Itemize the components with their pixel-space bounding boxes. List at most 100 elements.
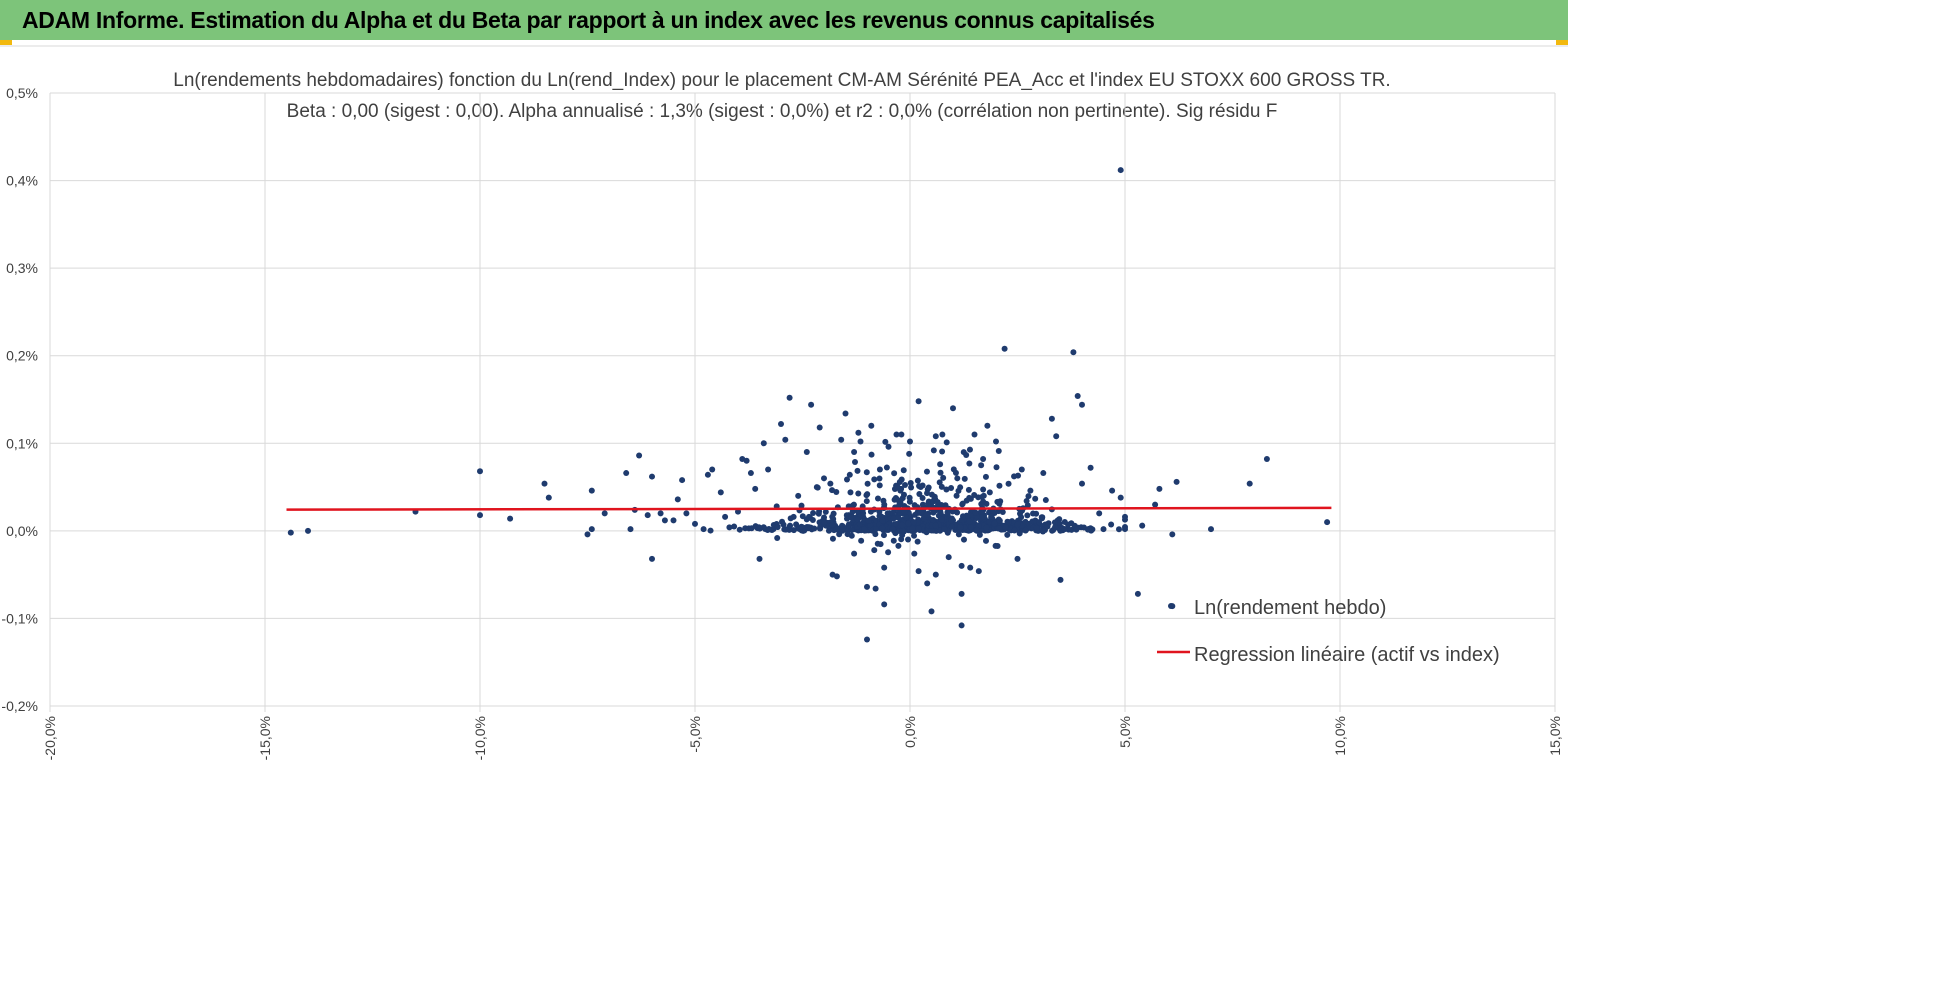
data-point [1079, 480, 1085, 487]
data-point [966, 446, 973, 453]
data-point [960, 536, 967, 543]
data-point [893, 495, 900, 502]
data-point [874, 495, 881, 502]
data-point [868, 451, 875, 458]
data-point [782, 526, 789, 533]
data-point [925, 498, 932, 505]
data-point [996, 517, 1003, 524]
data-point [996, 525, 1003, 532]
data-point [799, 513, 806, 520]
data-point [1169, 531, 1176, 538]
data-point [965, 486, 972, 493]
data-point [798, 523, 805, 530]
chart-title-line-2: Beta : 0,00 (sigest : 0,00). Alpha annua… [287, 101, 1278, 122]
data-point [649, 473, 655, 480]
data-point [968, 524, 975, 531]
data-point [890, 537, 897, 544]
data-point [649, 555, 655, 562]
data-point [929, 517, 936, 524]
data-point [865, 517, 872, 524]
data-point [901, 508, 908, 515]
x-tick-label: 0,0% [902, 716, 918, 748]
y-tick-label: -0,2% [1, 698, 38, 714]
data-point [864, 636, 870, 643]
data-point [1001, 345, 1008, 352]
data-point [848, 514, 855, 521]
data-point [996, 482, 1003, 489]
data-point [872, 585, 879, 592]
data-point [1100, 526, 1107, 533]
data-point [1011, 473, 1018, 480]
data-point [975, 494, 982, 501]
data-point [657, 510, 664, 517]
data-point [287, 529, 294, 536]
data-point [707, 527, 714, 534]
data-point [743, 457, 750, 464]
scatter-chart: Ln(rendements hebdomadaires) fonction du… [0, 45, 1568, 761]
data-point [986, 489, 993, 496]
data-point [1117, 494, 1124, 501]
data-point [765, 466, 772, 473]
y-tick-label: 0,0% [6, 523, 38, 539]
data-point [833, 525, 840, 532]
data-point [1025, 493, 1032, 500]
y-tick-label: 0,2% [6, 348, 38, 364]
data-point [895, 542, 902, 549]
data-point [1011, 527, 1018, 534]
data-point [851, 458, 858, 465]
data-point [1022, 527, 1029, 534]
data-point [1057, 576, 1064, 583]
data-point [971, 431, 978, 438]
data-point [872, 531, 879, 538]
data-point [879, 524, 886, 531]
data-point [966, 460, 973, 467]
data-point [851, 449, 858, 456]
data-point [905, 536, 912, 543]
data-point [1036, 519, 1042, 526]
data-point [928, 527, 935, 534]
data-point [795, 492, 802, 499]
data-point [928, 491, 935, 498]
data-point [959, 513, 966, 520]
data-point [1087, 464, 1094, 471]
data-point [884, 510, 891, 517]
data-point [880, 532, 887, 539]
data-point [871, 476, 878, 483]
data-point [704, 471, 711, 478]
data-point [1117, 167, 1124, 174]
data-point [1053, 433, 1060, 440]
data-point [885, 443, 892, 450]
data-point [881, 501, 888, 508]
data-point [894, 484, 901, 491]
chart-title-line-1: Ln(rendements hebdomadaires) fonction du… [173, 70, 1390, 91]
data-point [889, 526, 896, 533]
data-point [915, 398, 922, 405]
data-point [954, 475, 961, 482]
data-point [1070, 349, 1077, 356]
data-point [934, 499, 941, 506]
data-point [674, 496, 681, 503]
data-point [957, 524, 964, 531]
data-point [755, 524, 762, 531]
data-point [601, 510, 608, 517]
data-point [854, 467, 861, 474]
data-point [898, 431, 905, 438]
data-point [1122, 526, 1128, 533]
data-point [914, 477, 921, 484]
data-point [838, 436, 845, 443]
data-point [857, 438, 864, 445]
data-point [948, 485, 955, 492]
data-point [1122, 513, 1128, 520]
data-point [906, 494, 913, 501]
data-point [932, 433, 939, 440]
data-point [992, 542, 999, 549]
data-point [545, 494, 552, 501]
data-point [1079, 401, 1085, 408]
data-point [915, 525, 922, 532]
data-point [1039, 528, 1046, 535]
data-point [905, 520, 912, 527]
x-tick-label: -10,0% [472, 716, 488, 760]
data-point [928, 608, 935, 615]
data-point [939, 431, 946, 438]
data-point [1027, 487, 1034, 494]
